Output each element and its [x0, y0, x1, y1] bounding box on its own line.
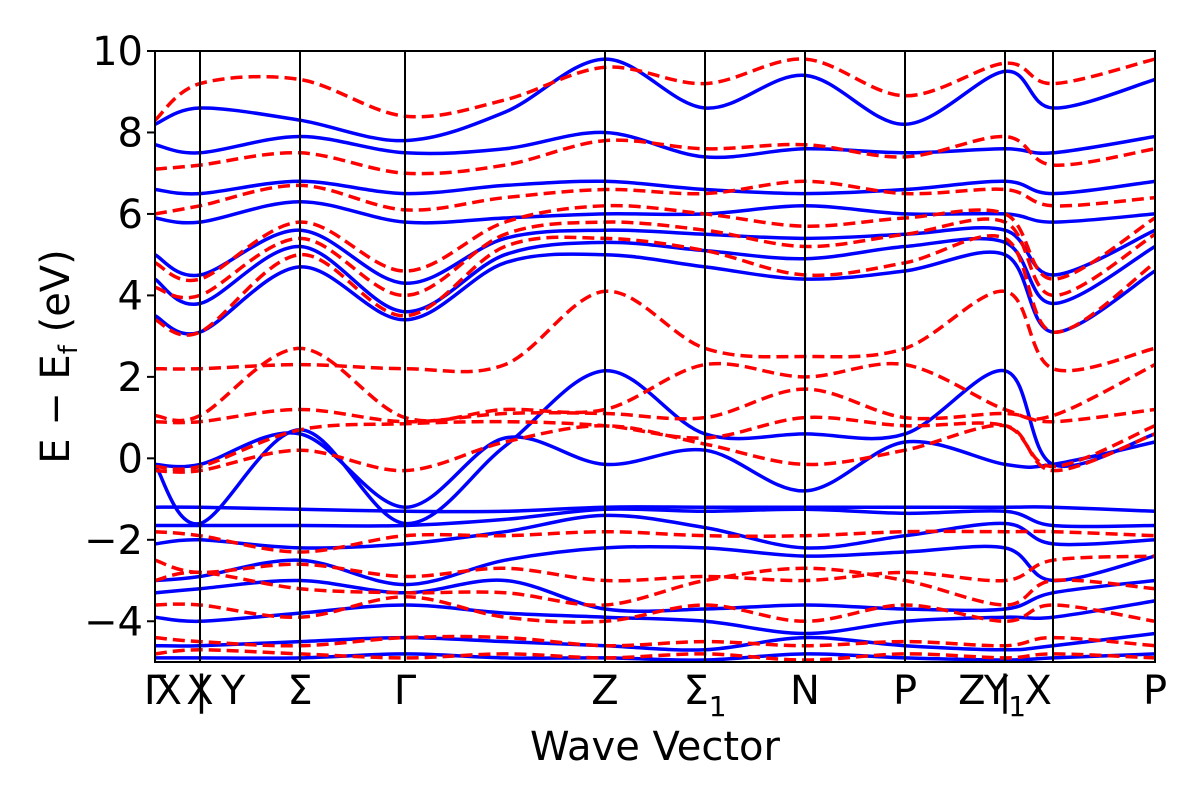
y-tick-label: 0: [118, 436, 143, 482]
dashed-band-11: [155, 234, 1155, 337]
x-tick-label: X | Y: [155, 668, 246, 714]
x-tick-label: Γ: [394, 668, 417, 714]
x-tick-label: Σ1: [683, 668, 726, 723]
y-tick-label: 8: [118, 110, 143, 156]
x-axis-label: Wave Vector: [530, 724, 781, 770]
x-tick-label: Γ: [144, 668, 167, 714]
plot-background: [155, 51, 1155, 662]
y-tick-label: 4: [118, 273, 143, 319]
x-tick-label: Z: [591, 668, 618, 714]
x-tick-label: Σ: [287, 668, 312, 714]
y-tick-label: 2: [118, 355, 143, 401]
y-axis-label: E − Ef (eV): [33, 249, 84, 464]
y-tick-label: 10: [92, 29, 143, 75]
x-tick-label: N: [790, 668, 820, 714]
x-tick-label: X: [186, 668, 213, 714]
x-tick-label: Z | X: [958, 668, 1052, 714]
y-tick-label: 6: [118, 192, 143, 238]
y-axis: −4 −2 0 2 4 6 8 10: [84, 29, 155, 645]
x-tick-label: P: [1143, 668, 1167, 714]
plot-area: [154, 50, 1156, 663]
x-tick-label: P: [893, 668, 917, 714]
y-tick-label: −4: [84, 599, 143, 645]
y-tick-label: −2: [84, 518, 143, 564]
plot-frame: [154, 50, 1156, 663]
kpoint-divider-lines: [199, 51, 1054, 662]
